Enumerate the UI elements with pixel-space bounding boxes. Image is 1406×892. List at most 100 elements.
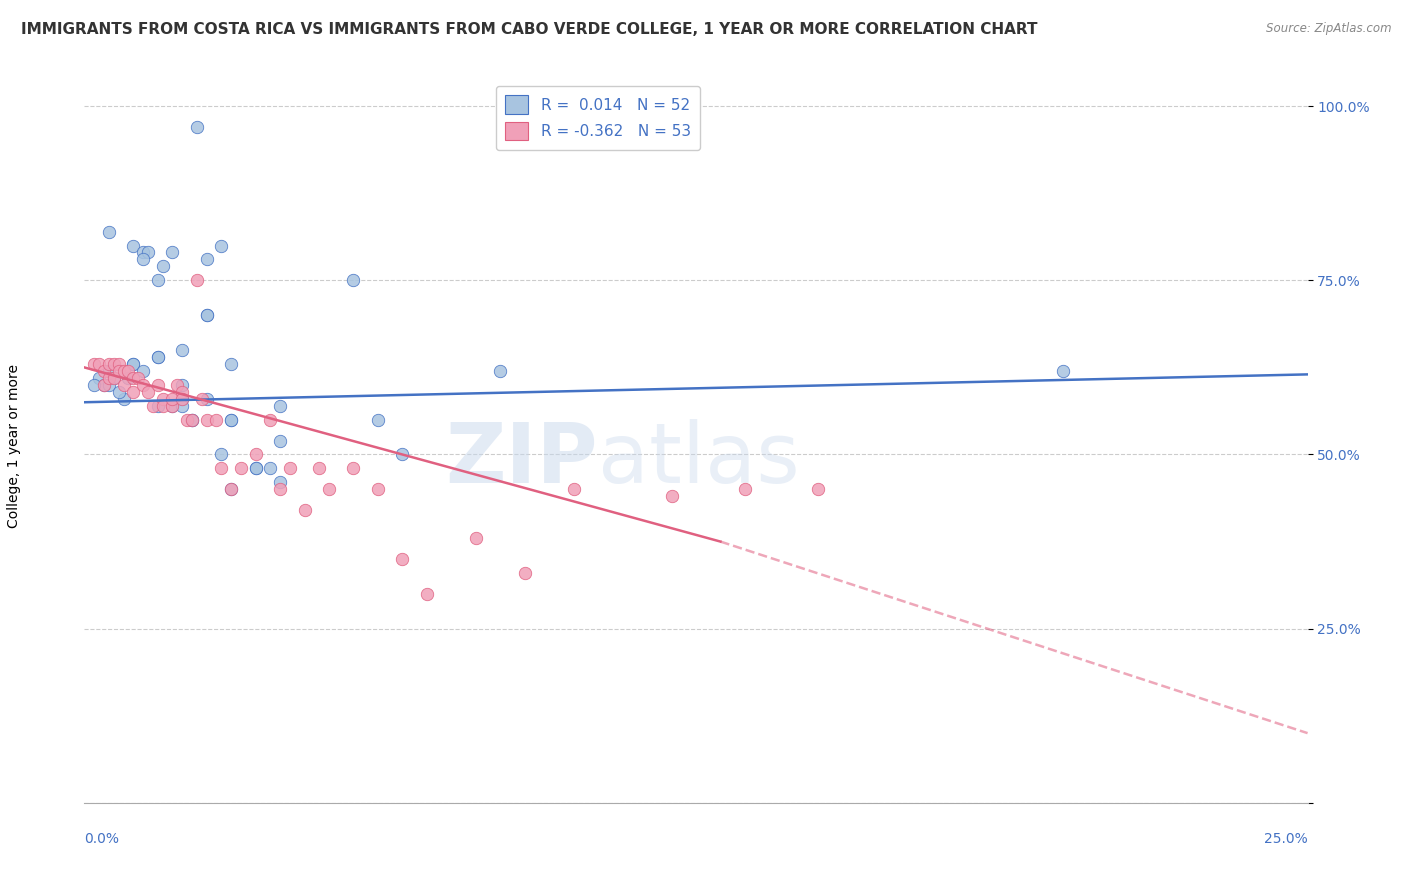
Point: [112, 364, 135, 378]
Point: [132, 245, 155, 260]
Point: [229, 461, 252, 475]
Point: [186, 120, 208, 134]
Text: atlas: atlas: [598, 418, 800, 500]
Point: [122, 357, 145, 371]
Point: [112, 377, 135, 392]
Point: [219, 483, 242, 497]
Point: [112, 392, 135, 406]
Text: IMMIGRANTS FROM COSTA RICA VS IMMIGRANTS FROM CABO VERDE COLLEGE, 1 YEAR OR MORE: IMMIGRANTS FROM COSTA RICA VS IMMIGRANTS…: [21, 22, 1038, 37]
Point: [87, 371, 110, 385]
Point: [342, 461, 364, 475]
Point: [367, 483, 389, 497]
Point: [103, 357, 125, 371]
Text: Source: ZipAtlas.com: Source: ZipAtlas.com: [1267, 22, 1392, 36]
Point: [195, 392, 218, 406]
Point: [146, 350, 169, 364]
Point: [269, 483, 291, 497]
Point: [132, 377, 155, 392]
Point: [245, 461, 267, 475]
Point: [83, 357, 105, 371]
Point: [562, 483, 585, 497]
Text: 0.0%: 0.0%: [84, 832, 120, 846]
Point: [205, 412, 228, 426]
Point: [97, 357, 120, 371]
Point: [107, 364, 129, 378]
Point: [122, 384, 145, 399]
Point: [259, 412, 281, 426]
Point: [245, 461, 267, 475]
Point: [97, 364, 120, 378]
Point: [146, 399, 169, 413]
Point: [162, 245, 184, 260]
Point: [219, 412, 242, 426]
Point: [136, 245, 159, 260]
Point: [152, 392, 174, 406]
Point: [294, 503, 316, 517]
Point: [93, 377, 115, 392]
Point: [97, 225, 120, 239]
Point: [162, 399, 184, 413]
Point: [142, 399, 165, 413]
Point: [181, 412, 204, 426]
Point: [661, 489, 683, 503]
Point: [162, 392, 184, 406]
Point: [146, 377, 169, 392]
Point: [146, 273, 169, 287]
Point: [391, 552, 413, 566]
Point: [103, 371, 125, 385]
Point: [152, 260, 174, 274]
Point: [136, 384, 159, 399]
Point: [172, 399, 194, 413]
Point: [219, 412, 242, 426]
Point: [93, 364, 115, 378]
Point: [1052, 364, 1074, 378]
Point: [209, 448, 232, 462]
Point: [416, 587, 439, 601]
Point: [807, 483, 830, 497]
Point: [172, 377, 194, 392]
Point: [278, 461, 301, 475]
Point: [117, 364, 139, 378]
Point: [146, 350, 169, 364]
Point: [308, 461, 330, 475]
Point: [513, 566, 536, 580]
Point: [195, 412, 218, 426]
Point: [127, 371, 149, 385]
Point: [191, 392, 214, 406]
Point: [172, 343, 194, 357]
Point: [97, 377, 120, 392]
Point: [195, 308, 218, 322]
Point: [122, 357, 145, 371]
Text: College, 1 year or more: College, 1 year or more: [7, 364, 21, 528]
Point: [172, 392, 194, 406]
Point: [195, 252, 218, 267]
Point: [107, 357, 129, 371]
Point: [219, 357, 242, 371]
Point: [269, 399, 291, 413]
Point: [734, 483, 756, 497]
Point: [117, 371, 139, 385]
Point: [166, 377, 188, 392]
Legend: R =  0.014   N = 52, R = -0.362   N = 53: R = 0.014 N = 52, R = -0.362 N = 53: [496, 87, 700, 150]
Point: [176, 412, 198, 426]
Point: [107, 384, 129, 399]
Point: [83, 377, 105, 392]
Point: [269, 475, 291, 490]
Point: [132, 364, 155, 378]
Point: [367, 412, 389, 426]
Point: [181, 412, 204, 426]
Point: [269, 434, 291, 448]
Point: [209, 461, 232, 475]
Point: [152, 399, 174, 413]
Point: [259, 461, 281, 475]
Point: [87, 357, 110, 371]
Text: 25.0%: 25.0%: [1264, 832, 1308, 846]
Point: [93, 377, 115, 392]
Point: [209, 238, 232, 252]
Point: [132, 252, 155, 267]
Text: ZIP: ZIP: [446, 418, 598, 500]
Point: [186, 273, 208, 287]
Point: [122, 371, 145, 385]
Point: [342, 273, 364, 287]
Point: [181, 412, 204, 426]
